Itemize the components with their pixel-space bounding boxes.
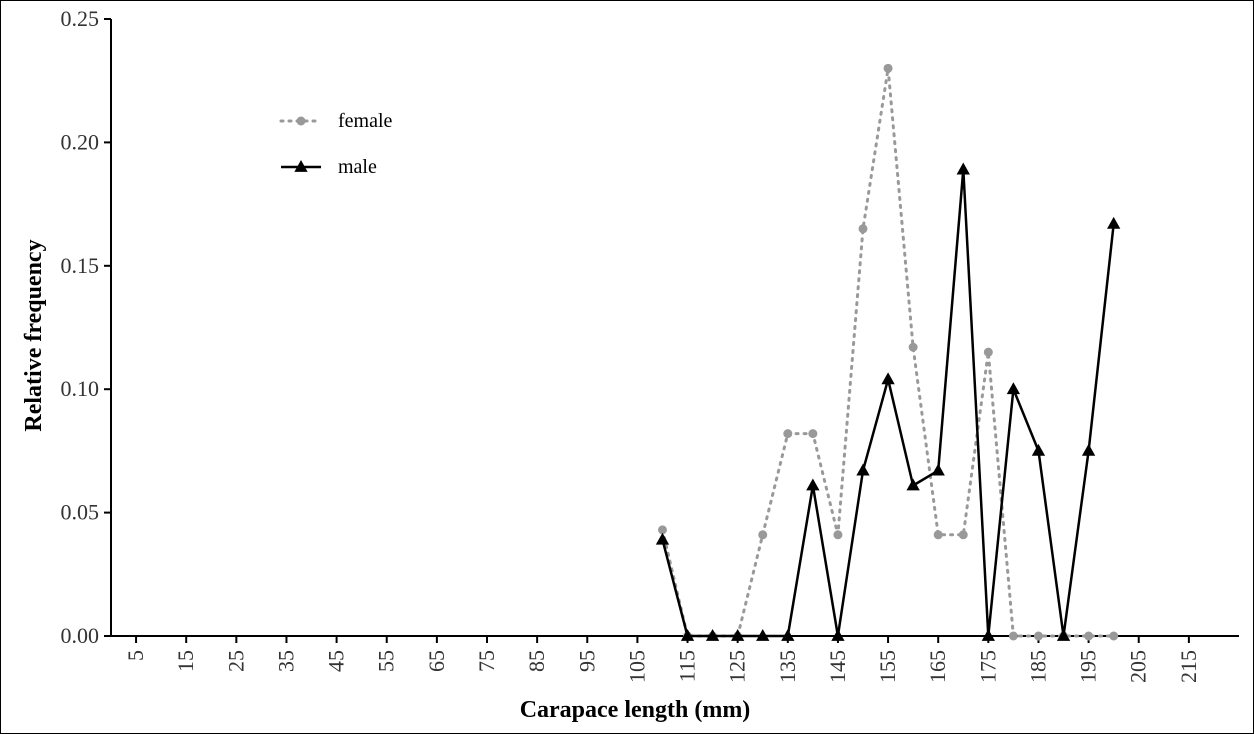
y-tick-label: 0.15: [61, 253, 100, 278]
data-point-male: [655, 532, 670, 545]
data-point-male: [931, 463, 945, 476]
x-tick-label: 85: [524, 650, 549, 672]
data-point-male: [831, 629, 845, 641]
x-tick-label: 75: [474, 650, 499, 672]
data-point-male: [1031, 443, 1046, 456]
x-tick-label: 145: [825, 650, 850, 683]
data-point-female: [1033, 631, 1043, 641]
legend-marker-female: [296, 116, 306, 126]
x-tick-label: 55: [374, 650, 399, 672]
x-tick-label: 195: [1076, 650, 1101, 683]
data-point-female: [808, 429, 818, 439]
x-tick-label: 105: [624, 650, 649, 683]
series-line-female: [661, 66, 1116, 638]
data-point-male: [680, 629, 695, 641]
data-point-female: [933, 530, 943, 540]
x-tick-label: 65: [424, 650, 449, 672]
data-point-female: [833, 530, 843, 540]
legend-label-male: male: [338, 156, 377, 178]
data-point-female: [983, 347, 993, 357]
data-point-male: [856, 463, 870, 476]
y-tick-label: 0.05: [61, 500, 100, 525]
data-point-male: [1081, 443, 1096, 456]
y-tick-label: 0.25: [61, 6, 100, 31]
data-point-female: [783, 429, 793, 439]
y-tick-label: 0.00: [61, 623, 100, 648]
data-point-male: [756, 629, 770, 641]
data-point-female: [883, 63, 893, 73]
y-axis-title: Relative frequency: [21, 239, 47, 431]
data-point-male: [731, 629, 745, 641]
legend: female male: [279, 110, 393, 178]
data-point-female: [908, 342, 918, 352]
data-point-male: [1056, 629, 1071, 641]
series-layer: [655, 63, 1121, 641]
x-tick-label: 155: [875, 650, 900, 683]
data-point-male: [1006, 382, 1021, 395]
x-tick-label: 15: [173, 650, 198, 672]
series-line-male: [661, 168, 1115, 638]
data-point-male: [956, 162, 970, 175]
data-point-female: [1109, 631, 1119, 641]
x-tick-label: 95: [574, 650, 599, 672]
y-tick-label: 0.10: [61, 376, 100, 401]
data-point-male: [981, 629, 995, 641]
x-tick-label: 185: [1025, 650, 1050, 683]
legend-label-female: female: [338, 110, 393, 132]
axes: 0.00 0.05 0.10 0.15 0.20 0.25 5 15 25 35 45 55 65 75 8…: [61, 6, 1239, 683]
x-tick-label: 115: [675, 650, 700, 682]
data-point-female: [1008, 631, 1018, 641]
data-point-female: [858, 224, 868, 234]
x-tick-label: 5: [123, 650, 148, 661]
data-point-male: [705, 629, 720, 641]
data-point-male: [1107, 216, 1121, 229]
x-tick-label: 45: [324, 650, 349, 672]
x-tick-label: 125: [725, 650, 750, 683]
legend-marker-male: [294, 160, 308, 172]
x-tick-label: 205: [1126, 650, 1151, 683]
data-point-male: [881, 372, 895, 385]
x-tick-label: 165: [925, 650, 950, 683]
data-point-female: [758, 530, 768, 540]
data-point-male: [806, 478, 820, 491]
data-point-female: [958, 530, 968, 540]
x-tick-label: 215: [1176, 650, 1201, 683]
data-point-male: [906, 478, 920, 491]
x-axis-title: Carapace length (mm): [520, 697, 751, 723]
x-tick-label: 135: [775, 650, 800, 683]
data-point-female: [657, 525, 667, 535]
x-tick-label: 35: [273, 650, 298, 672]
x-tick-label: 175: [975, 650, 1000, 683]
x-tick-label: 25: [223, 650, 248, 672]
y-tick-label: 0.20: [61, 129, 100, 154]
data-point-male: [781, 629, 795, 641]
data-point-female: [1084, 631, 1094, 641]
